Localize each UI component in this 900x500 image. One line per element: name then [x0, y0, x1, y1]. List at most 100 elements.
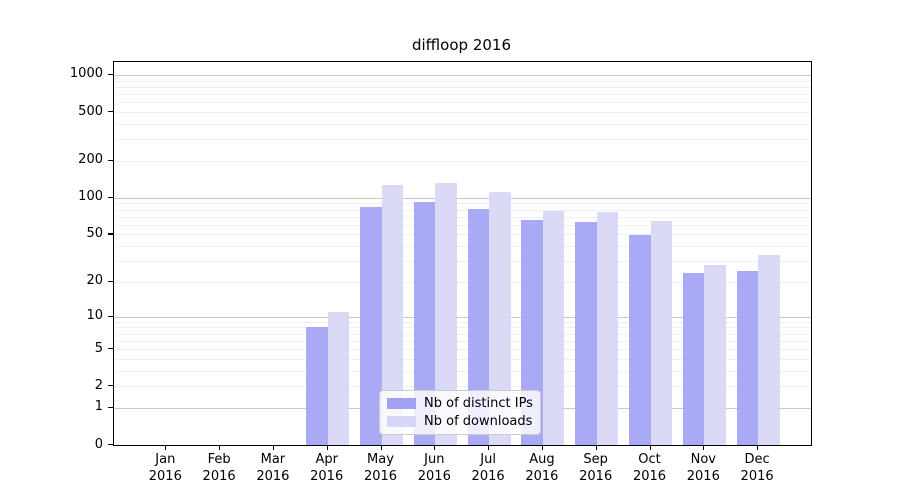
y-tick-label: 10	[86, 308, 103, 323]
x-tick-mark	[649, 445, 651, 450]
gridline	[114, 246, 811, 248]
bar-downloads	[489, 191, 511, 445]
gridline-layer	[114, 62, 811, 445]
y-tick-mark	[108, 406, 113, 409]
plot-area	[113, 61, 812, 446]
bar-distinct-ips	[467, 208, 490, 445]
x-tick-label: Aug 2016	[525, 452, 559, 484]
gridline	[114, 321, 811, 323]
x-tick-mark	[165, 445, 167, 450]
x-tick-label: May 2016	[363, 452, 398, 484]
legend: Nb of distinct IPs Nb of downloads	[379, 390, 541, 435]
y-tick-mark	[108, 111, 113, 113]
gridline	[114, 234, 811, 236]
gridline	[114, 349, 811, 350]
x-tick-label: Nov 2016	[686, 452, 720, 484]
y-tick-label: 100	[78, 189, 103, 205]
bar-distinct-ips	[629, 235, 651, 445]
y-tick-mark	[108, 348, 113, 350]
bar-distinct-ips	[306, 327, 328, 445]
y-tick-label: 200	[78, 152, 103, 168]
gridline	[114, 333, 811, 335]
bar-downloads	[704, 264, 726, 445]
bar-downloads	[435, 183, 457, 445]
bars-layer	[114, 62, 811, 445]
bar-distinct-ips	[360, 207, 382, 445]
y-tick-mark	[108, 444, 113, 446]
gridline	[114, 86, 811, 88]
x-tick-label: Sep 2016	[579, 452, 613, 484]
y-tick-label: 2	[94, 377, 103, 393]
bar-downloads	[650, 220, 672, 445]
y-tick-label: 20	[86, 273, 103, 289]
gridline	[114, 370, 811, 372]
x-tick-mark	[219, 445, 221, 450]
gridline	[114, 340, 811, 342]
x-tick-label: Feb 2016	[202, 452, 236, 484]
chart-title: diffloop 2016	[411, 36, 511, 54]
x-tick-label: Jul 2016	[471, 452, 505, 484]
y-tick-label: 0	[94, 436, 103, 452]
gridline	[114, 224, 811, 226]
bar-downloads	[327, 311, 350, 445]
gridline	[114, 203, 811, 205]
bar-distinct-ips	[521, 219, 543, 445]
legend-label-distinct-ips: Nb of distinct IPs	[424, 396, 533, 411]
gridline	[114, 102, 811, 104]
legend-swatch-downloads	[387, 416, 416, 427]
bar-downloads	[381, 184, 403, 445]
x-tick-label: Mar 2016	[256, 452, 290, 484]
x-tick-label: Dec 2016	[740, 452, 774, 484]
gridline	[114, 80, 811, 82]
gridline	[114, 112, 811, 113]
gridline	[114, 160, 811, 162]
gridline	[114, 386, 811, 388]
legend-label-downloads: Nb of downloads	[424, 414, 533, 429]
gridline	[114, 261, 811, 262]
y-tick-label: 500	[78, 103, 103, 119]
gridline	[114, 74, 811, 76]
bar-distinct-ips	[413, 201, 436, 445]
x-tick-label: Apr 2016	[310, 452, 344, 484]
x-tick-label: Jan 2016	[148, 452, 182, 484]
x-tick-mark	[595, 445, 597, 450]
bar-downloads	[758, 254, 780, 445]
y-tick-mark	[108, 280, 113, 283]
x-tick-mark	[488, 445, 490, 450]
y-tick-label: 1000	[69, 66, 103, 82]
bar-distinct-ips	[736, 270, 759, 445]
gridline	[114, 139, 811, 141]
bar-downloads	[596, 211, 619, 445]
x-tick-mark	[380, 445, 382, 450]
gridline	[114, 281, 811, 283]
bar-distinct-ips	[682, 272, 705, 445]
y-tick-label: 5	[94, 340, 103, 356]
x-tick-mark	[703, 445, 705, 450]
gridline	[114, 209, 811, 211]
y-tick-mark	[108, 233, 113, 235]
gridline	[114, 327, 811, 329]
x-tick-label: Oct 2016	[632, 452, 667, 484]
y-tick-mark	[108, 385, 113, 387]
legend-item-distinct-ips: Nb of distinct IPs	[387, 396, 533, 411]
y-tick-mark	[108, 196, 113, 198]
y-tick-label: 50	[86, 225, 103, 241]
gridline	[114, 216, 811, 218]
bar-downloads	[542, 210, 565, 445]
gridline	[114, 94, 811, 95]
bar-distinct-ips	[575, 222, 597, 445]
legend-item-downloads: Nb of downloads	[387, 414, 533, 429]
gridline	[114, 197, 811, 199]
x-tick-mark	[326, 445, 328, 450]
y-tick-mark	[108, 73, 113, 76]
gridline	[114, 316, 811, 318]
x-tick-mark	[272, 445, 275, 450]
gridline	[114, 123, 811, 125]
y-tick-mark	[108, 315, 113, 317]
y-tick-mark	[108, 159, 113, 162]
x-tick-mark	[541, 445, 544, 450]
legend-swatch-distinct-ips	[387, 398, 416, 409]
x-tick-mark	[434, 445, 436, 450]
x-tick-label: Jun 2016	[417, 452, 451, 484]
